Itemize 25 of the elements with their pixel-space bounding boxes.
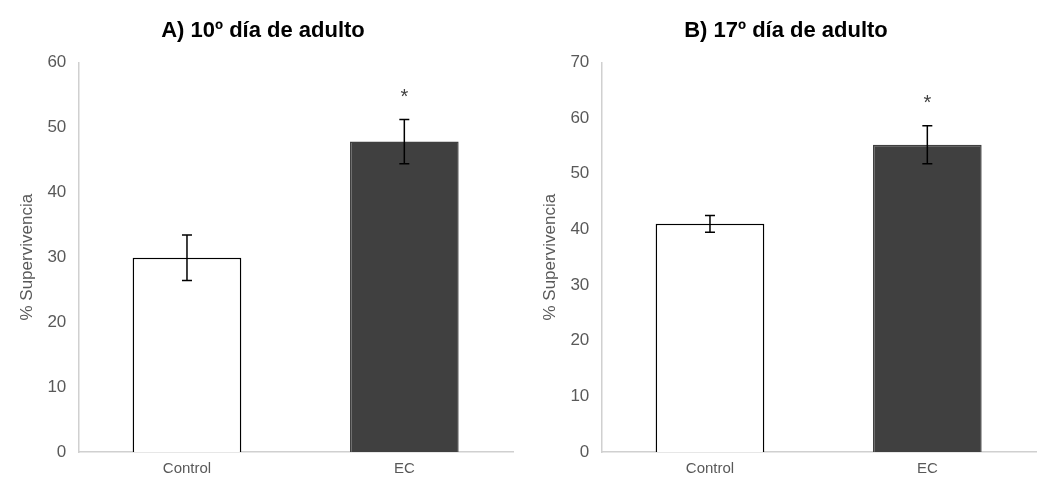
y-tick-label: 30: [47, 246, 67, 266]
y-tick-label: 20: [47, 311, 67, 331]
chart-title: A) 10º día de adulto: [161, 17, 365, 43]
y-tick-label: 30: [570, 274, 590, 294]
y-tick-label: 40: [570, 219, 590, 239]
annotation: *: [923, 91, 932, 114]
y-tick-label: 50: [47, 117, 67, 137]
y-tick-label: 70: [570, 52, 590, 72]
annotation: *: [400, 85, 409, 108]
y-tick-label: 20: [570, 330, 590, 350]
x-tick-label: EC: [916, 459, 938, 477]
y-tick-label: 50: [570, 163, 590, 183]
x-tick-label: Control: [162, 459, 212, 477]
y-tick-label: 60: [570, 107, 590, 127]
chart-title: B) 17º día de adulto: [684, 17, 888, 43]
x-tick-label: EC: [393, 459, 415, 477]
y-axis-title: % Supervivencia: [16, 193, 36, 321]
y-tick-label: 0: [56, 441, 67, 461]
y-tick-label: 10: [47, 376, 67, 396]
y-tick-label: 60: [47, 52, 67, 72]
x-tick-label: Control: [685, 459, 735, 477]
y-axis-title: % Supervivencia: [539, 193, 559, 321]
y-tick-label: 0: [579, 441, 590, 461]
y-tick-label: 10: [570, 386, 590, 406]
y-tick-label: 40: [47, 181, 67, 201]
